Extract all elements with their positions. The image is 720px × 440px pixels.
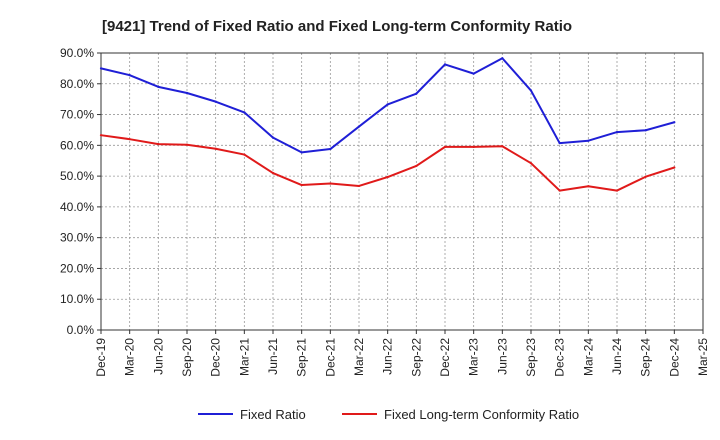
x-tick-label: Mar-23 [467, 338, 481, 376]
data-point [558, 142, 561, 145]
data-point [386, 175, 389, 179]
data-point [501, 145, 504, 148]
data-point [329, 147, 332, 151]
data-point [99, 134, 103, 137]
x-tick-label: Dec-22 [438, 338, 452, 377]
x-tick-label: Jun-24 [610, 338, 624, 375]
x-tick-label: Sep-21 [295, 338, 309, 377]
data-point [673, 121, 676, 124]
data-point [558, 189, 561, 192]
x-tick-label: Jun-23 [495, 338, 509, 375]
data-point [501, 57, 504, 60]
x-tick-label: Jun-21 [266, 338, 280, 375]
y-tick-label: 0.0% [67, 323, 95, 337]
data-point [615, 189, 619, 192]
data-point [415, 164, 418, 168]
data-point [271, 136, 275, 139]
legend-label: Fixed Ratio [240, 407, 306, 422]
data-point [644, 175, 647, 178]
y-tick-label: 20.0% [60, 261, 94, 275]
data-point [415, 92, 418, 95]
plot-frame [100, 52, 704, 331]
x-tick-label: Sep-24 [639, 338, 653, 377]
y-tick-label: 90.0% [60, 46, 94, 60]
x-tick-label: Dec-20 [209, 338, 223, 377]
data-point [673, 166, 676, 169]
x-tick-label: Mar-24 [581, 338, 595, 376]
data-point [157, 85, 160, 88]
axes: 0.0% 10.0% 20.0% 30.0% 40.0% 50.0% 60.0% 70.0% 8… [60, 46, 710, 377]
legend-label: Fixed Long-term Conformity Ratio [384, 407, 579, 422]
x-tick-label: Mar-21 [237, 338, 251, 376]
data-point [128, 138, 131, 141]
data-point [472, 145, 475, 148]
data-point [185, 91, 189, 95]
chart-title: [9421] Trend of Fixed Ratio and Fixed Lo… [102, 18, 572, 35]
data-point [185, 143, 189, 146]
data-point [443, 145, 447, 148]
x-tick-label: Mar-25 [696, 338, 710, 376]
data-point [243, 153, 246, 156]
data-point [300, 151, 303, 154]
data-point [357, 184, 361, 188]
data-point [157, 143, 160, 146]
y-tick-label: 10.0% [60, 292, 94, 306]
x-tick-label: Sep-20 [180, 338, 194, 377]
x-tick-label: Dec-21 [323, 338, 337, 377]
data-point [243, 111, 246, 114]
data-point [443, 63, 447, 66]
data-point [214, 100, 217, 103]
data-point [214, 147, 217, 150]
x-tick-label: Dec-19 [94, 338, 108, 377]
data-point [529, 162, 533, 165]
data-point [644, 129, 647, 132]
data-point [472, 72, 475, 75]
y-tick-label: 50.0% [60, 169, 94, 183]
x-tick-label: Jun-22 [381, 338, 395, 375]
legend: Fixed Ratio Fixed Long-term Conformity Ra… [198, 407, 579, 422]
x-tick-label: Mar-20 [123, 338, 137, 376]
data-point [587, 185, 590, 188]
data-point [357, 125, 361, 128]
y-tick-label: 40.0% [60, 200, 94, 214]
x-tick-label: Dec-24 [667, 338, 681, 377]
data-point [386, 103, 389, 106]
data-point [615, 130, 619, 134]
y-tick-label: 80.0% [60, 77, 94, 91]
data-point [300, 183, 303, 187]
y-tick-label: 60.0% [60, 138, 94, 152]
series-lines [99, 57, 676, 192]
data-point [99, 67, 103, 70]
y-tick-label: 30.0% [60, 231, 94, 245]
x-tick-label: Dec-23 [553, 338, 567, 377]
data-point [128, 74, 131, 77]
data-point [529, 89, 533, 92]
data-point [329, 182, 332, 185]
x-tick-label: Sep-22 [409, 338, 423, 377]
y-tick-label: 70.0% [60, 108, 94, 122]
x-tick-label: Mar-22 [352, 338, 366, 376]
x-tick-label: Sep-23 [524, 338, 538, 377]
x-tick-label: Jun-20 [151, 338, 165, 375]
data-point [587, 139, 590, 142]
data-point [271, 171, 275, 175]
